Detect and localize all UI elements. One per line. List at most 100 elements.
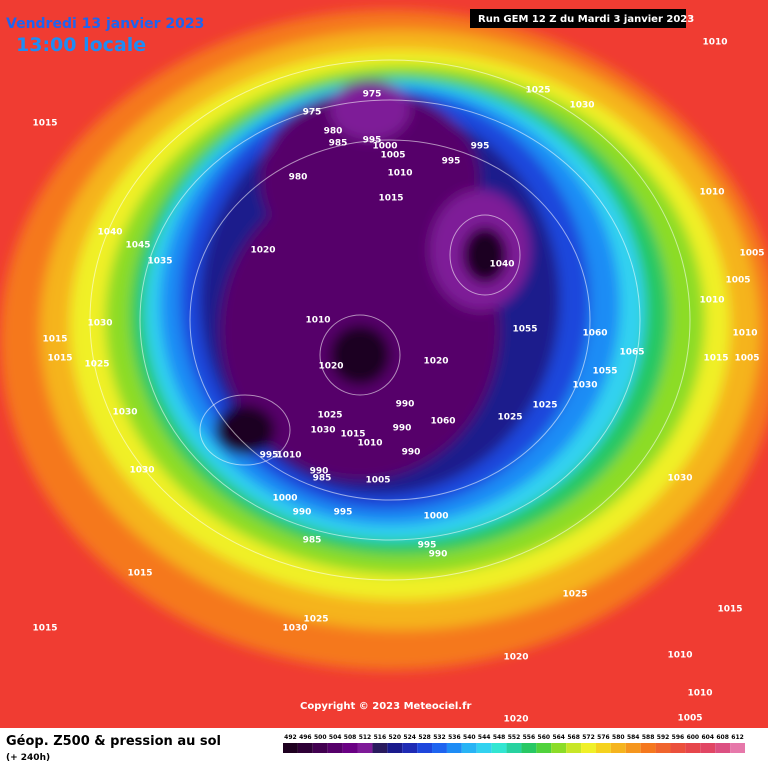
legend-swatch bbox=[551, 743, 567, 753]
legend-label: 528 bbox=[418, 734, 431, 741]
isobar-label: 1035 bbox=[147, 257, 172, 267]
time: 13:00 locale bbox=[16, 34, 146, 56]
isobar-label: 1000 bbox=[272, 494, 297, 504]
legend-label: 492 bbox=[284, 734, 297, 741]
legend-swatch bbox=[715, 743, 731, 753]
isobar-label: 1030 bbox=[310, 426, 335, 436]
legend-swatch bbox=[595, 743, 611, 753]
isobar-label: 1020 bbox=[503, 653, 528, 663]
legend-swatch bbox=[566, 743, 582, 753]
isobar-label: 1000 bbox=[372, 142, 397, 152]
legend-swatch bbox=[685, 743, 701, 753]
isobar-label: 1015 bbox=[32, 119, 57, 129]
isobar-label: 1020 bbox=[318, 362, 343, 372]
isobar-label: 1015 bbox=[32, 624, 57, 634]
legend-swatch bbox=[461, 743, 477, 753]
legend-swatch bbox=[446, 743, 462, 753]
isobar-label: 1010 bbox=[699, 296, 724, 306]
run-info: Run GEM 12 Z du Mardi 3 janvier 2023 bbox=[478, 14, 694, 25]
footer-lead: (+ 240h) bbox=[6, 753, 50, 763]
isobar-label: 1025 bbox=[562, 590, 587, 600]
isobar-label: 990 bbox=[396, 400, 415, 410]
isobar-label: 990 bbox=[429, 550, 448, 560]
isobar-label: 995 bbox=[471, 142, 490, 152]
isobar-label: 995 bbox=[363, 136, 382, 146]
legend-label: 560 bbox=[538, 734, 551, 741]
isobar-label: 985 bbox=[313, 474, 332, 484]
isobar-label: 1000 bbox=[423, 512, 448, 522]
isobar-label: 1005 bbox=[365, 476, 390, 486]
isobar-label: 1025 bbox=[303, 615, 328, 625]
legend-swatch bbox=[342, 743, 358, 753]
isobar-label: 995 bbox=[334, 508, 353, 518]
isobar-label: 1060 bbox=[430, 417, 455, 427]
isobar-label: 1010 bbox=[305, 316, 330, 326]
isobar-label: 1020 bbox=[503, 715, 528, 725]
isobar-label: 1020 bbox=[423, 357, 448, 367]
legend-swatch bbox=[357, 743, 373, 753]
legend-swatch bbox=[506, 743, 522, 753]
isobar-label: 1005 bbox=[677, 714, 702, 724]
isobar-label: 1010 bbox=[687, 689, 712, 699]
isobar-label: 980 bbox=[289, 173, 308, 183]
legend-label: 544 bbox=[478, 734, 491, 741]
legend-swatch bbox=[610, 743, 626, 753]
isobar-label: 985 bbox=[329, 139, 348, 149]
legend-swatch bbox=[476, 743, 492, 753]
legend-swatch bbox=[521, 743, 537, 753]
legend-swatch bbox=[581, 743, 596, 753]
legend-swatch bbox=[670, 743, 686, 753]
legend-label: 516 bbox=[374, 734, 387, 741]
legend-label: 576 bbox=[597, 734, 610, 741]
isobar-label: 1015 bbox=[127, 569, 152, 579]
isobar-label: 1010 bbox=[387, 169, 412, 179]
isobar-label: 1030 bbox=[112, 408, 137, 418]
isobar-label: 990 bbox=[293, 508, 312, 518]
copyright: Copyright © 2023 Meteociel.fr bbox=[300, 701, 471, 712]
legend-label: 532 bbox=[433, 734, 446, 741]
legend-swatch bbox=[417, 743, 433, 753]
isobar-label: 1015 bbox=[378, 194, 403, 204]
isobar-label: 1010 bbox=[732, 329, 757, 339]
legend-label: 540 bbox=[463, 734, 476, 741]
isobar-label: 1025 bbox=[497, 413, 522, 423]
legend-label: 580 bbox=[612, 734, 625, 741]
run-box bbox=[470, 9, 686, 28]
isobar-label: 1005 bbox=[725, 276, 750, 286]
legend-swatch bbox=[327, 743, 343, 753]
isobar-label: 1010 bbox=[357, 439, 382, 449]
isobar-label: 1015 bbox=[47, 354, 72, 364]
legend-swatch bbox=[491, 743, 507, 753]
legend-label: 564 bbox=[552, 734, 565, 741]
isobar-label: 990 bbox=[310, 467, 329, 477]
legend-swatch bbox=[730, 743, 745, 753]
isobar-label: 1005 bbox=[380, 151, 405, 161]
isobar-label: 1015 bbox=[717, 605, 742, 615]
isobar-label: 995 bbox=[260, 451, 279, 461]
legend-label: 556 bbox=[523, 734, 536, 741]
legend-label: 504 bbox=[329, 734, 342, 741]
isobar-label: 995 bbox=[442, 157, 461, 167]
legend-swatch bbox=[640, 743, 656, 753]
isobar-label: 1025 bbox=[84, 360, 109, 370]
isobar-label: 1065 bbox=[619, 348, 644, 358]
isobars bbox=[89, 59, 691, 581]
legend-swatch bbox=[655, 743, 671, 753]
legend-swatch bbox=[536, 743, 552, 753]
legend-swatch bbox=[312, 743, 328, 753]
legend-swatch bbox=[625, 743, 641, 753]
legend-swatch bbox=[372, 743, 388, 753]
isobar-label: 1025 bbox=[525, 86, 550, 96]
isobar-label: 1010 bbox=[667, 651, 692, 661]
isobar-label: 1005 bbox=[739, 249, 764, 259]
isobar-label: 1030 bbox=[87, 319, 112, 329]
isobar-label: 1010 bbox=[699, 188, 724, 198]
isobar-label: 1045 bbox=[125, 241, 150, 251]
isobar-label: 980 bbox=[324, 127, 343, 137]
legend-label: 496 bbox=[299, 734, 312, 741]
isobar-label: 1030 bbox=[569, 101, 594, 111]
legend-label: 500 bbox=[314, 734, 327, 741]
isobar-label: 1055 bbox=[592, 367, 617, 377]
